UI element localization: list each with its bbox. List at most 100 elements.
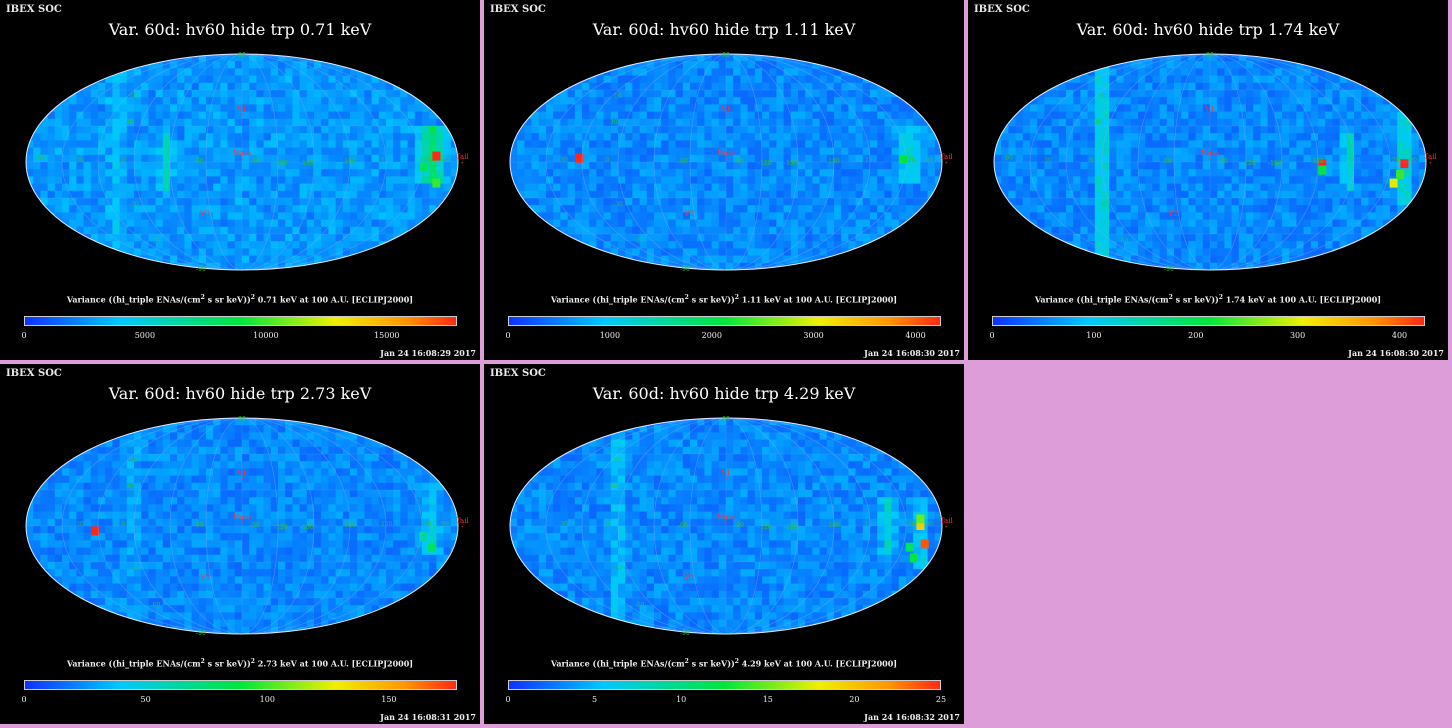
map-cell [400,262,409,270]
map-cell [711,147,720,156]
map-cell [1174,183,1182,192]
map-cell [841,97,849,105]
map-cell [790,169,799,177]
map-cell [646,169,655,177]
map-cell [1346,154,1355,163]
map-cell [105,90,113,98]
header-label: IBEX SOC [490,4,546,15]
map-cell [198,104,207,113]
map-cell [754,248,763,257]
map-cell [436,126,445,134]
map-cell [155,234,164,242]
map-cell [342,183,351,192]
lon-label: 180 [344,158,356,165]
map-cell [596,241,605,249]
map-cell [1339,61,1348,69]
map-cell [1188,169,1197,177]
map-cell [819,248,828,257]
map-cell [364,226,373,235]
map-cell [697,190,705,199]
map-cell [256,154,265,163]
map-cell [278,68,286,77]
map-cell [704,255,713,264]
map-cell [40,126,49,134]
map-cell [1087,190,1096,199]
map-cell [422,255,430,264]
map-cell [934,198,942,206]
map-cell [141,176,149,185]
map-cell [798,226,806,235]
map-cell [798,241,806,249]
map-cell [141,68,149,77]
map-cell [697,234,705,242]
map-cell [328,262,337,270]
map-cell [891,219,900,228]
map-cell [1274,68,1283,77]
map-cell [83,226,92,235]
map-cell [76,205,85,213]
map-cell [855,205,864,213]
map-cell [898,75,907,84]
map-cell [560,118,569,127]
map-cell [927,154,936,163]
map-cell [141,97,149,105]
map-cell [1152,162,1161,170]
map-cell [33,169,41,177]
map-cell [126,104,135,113]
map-cell [1159,162,1168,170]
map-cell [632,198,641,206]
map-cell [841,219,849,228]
map-cell [1166,90,1175,98]
map-cell [134,111,142,120]
map-cell [632,68,641,77]
map-cell [769,104,777,113]
map-cell [546,140,554,149]
map-cell [805,133,813,141]
map-cell [314,68,322,77]
map-cell [371,162,380,170]
map-cell [618,118,626,127]
map-cell [191,82,200,91]
map-cell [1238,104,1247,113]
map-cell [790,255,799,264]
meridian [61,54,423,270]
map-cell [826,75,835,84]
map-cell [278,140,286,149]
map-cell [762,183,770,192]
map-cell [1181,111,1189,120]
map-cell [191,190,200,199]
map-cell [1044,104,1053,113]
map-cell [342,126,351,134]
map-cell [1296,169,1305,177]
map-cell [234,133,243,141]
map-cell [906,183,914,192]
map-cell [69,140,77,149]
map-cell [891,133,900,141]
map-cell [538,169,547,177]
map-cell [1044,90,1053,98]
map-cell [54,140,63,149]
map-cell [69,169,77,177]
map-cell [553,140,561,149]
map-cell [220,219,229,228]
map-cell [1310,118,1319,127]
map-cell [603,104,612,113]
map-cell [675,82,684,91]
map-cell [834,226,842,235]
map-cell [553,190,561,199]
map-cell [335,190,344,199]
map-cell [26,61,34,69]
map-cell [1195,90,1204,98]
map-cell [170,190,178,199]
map-cell [654,61,662,69]
map-cell [191,198,200,206]
map-cell [1210,162,1218,170]
map-cell [242,241,250,249]
map-cell [213,61,221,69]
map-cell [134,104,142,113]
map-cell [1224,183,1233,192]
map-cell [450,104,458,113]
map-cell [884,75,893,84]
map-cell [668,140,677,149]
map-cell [155,212,164,221]
